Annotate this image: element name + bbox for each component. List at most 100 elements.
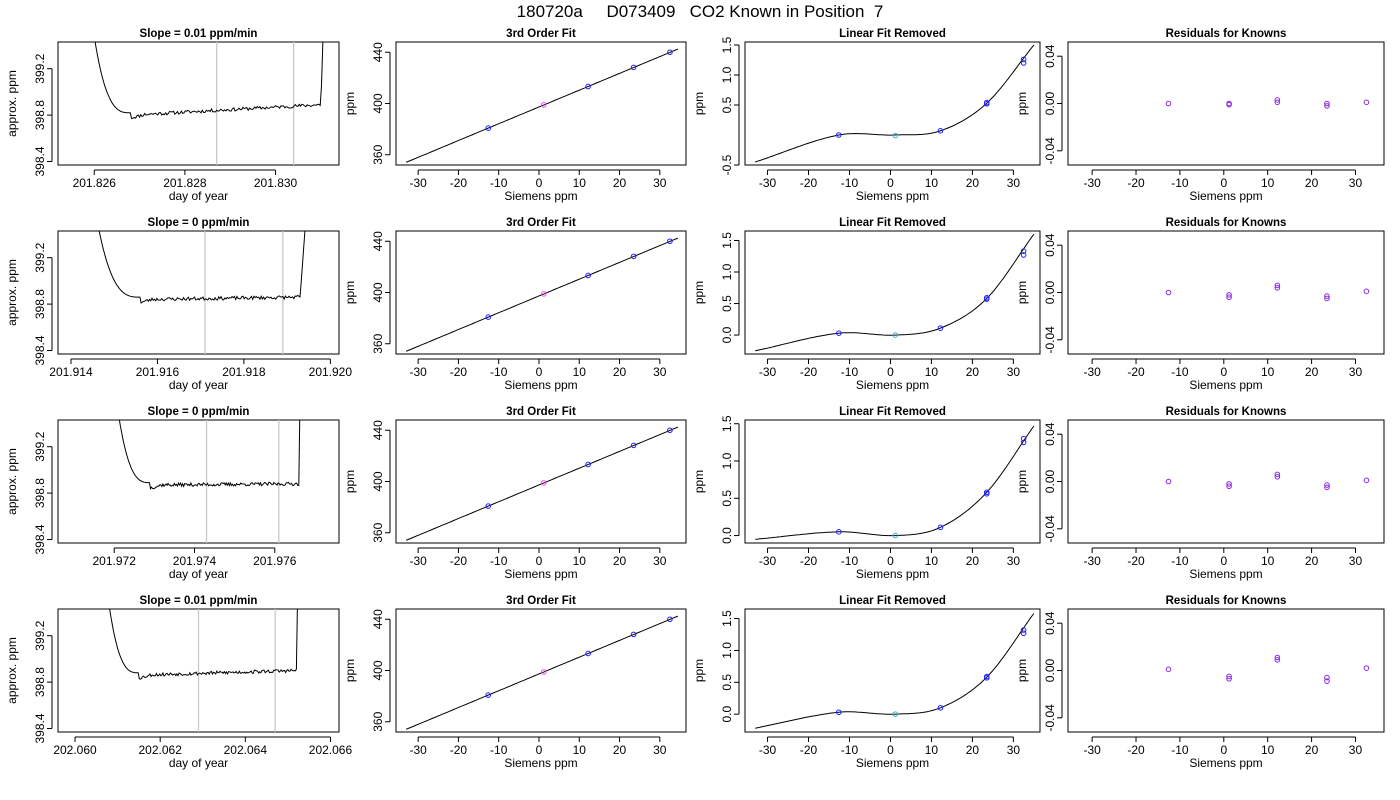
x-tick-label: 10 (573, 554, 587, 568)
concentration-trace (118, 420, 301, 491)
x-axis-label: day of year (169, 567, 228, 581)
y-tick-label: 0.04 (1043, 422, 1057, 446)
residual-point (1226, 481, 1232, 487)
chart-title: 3rd Order Fit (506, 28, 576, 40)
y-tick-label: 0.5 (720, 295, 734, 312)
known-point (1020, 435, 1027, 442)
y-axis-label: approx. ppm (5, 637, 19, 704)
known-point (630, 253, 637, 260)
chart-panel: Linear Fit Removed -30 -20 -10 0 10 20 30 Siemen… (692, 28, 1041, 203)
x-tick-label: 202.062 (138, 743, 182, 757)
x-axis-label: Siemens ppm (504, 189, 577, 203)
known-point (836, 529, 842, 535)
residual-point (1226, 294, 1232, 301)
x-tick-label: 10 (925, 743, 939, 757)
x-tick-label: 201.974 (173, 554, 217, 568)
x-tick-label: -10 (1171, 365, 1189, 379)
plot-area (1165, 282, 1370, 302)
known-point (667, 238, 673, 245)
known-point (937, 128, 944, 134)
y-tick-label: 360 (371, 144, 385, 164)
x-tick-label: 30 (1007, 743, 1021, 757)
y-tick-label: 398.4 (33, 335, 47, 365)
chart-panel: Residuals for Knowns -30 -20 -10 0 10 20 30 Siem… (1015, 406, 1385, 581)
concentration-trace (94, 42, 324, 120)
plot-frame (395, 230, 687, 355)
x-tick-label: 201.916 (136, 365, 180, 379)
reference-point (892, 532, 899, 539)
x-tick-label: -20 (450, 176, 468, 190)
x-tick-label: -10 (490, 176, 508, 190)
x-tick-label: 30 (653, 365, 667, 379)
chart-panel: 3rd Order Fit -30 -20 -10 0 10 20 30 Siemens ppm… (343, 595, 687, 770)
x-tick-label: -30 (759, 176, 777, 190)
y-axis-label: ppm (692, 659, 706, 682)
y-axis-label: ppm (692, 281, 706, 304)
y-tick-label: 0.00 (1043, 469, 1057, 493)
known-point (630, 64, 637, 71)
y-tick-label: 440 (371, 420, 385, 440)
y-tick-label: 440 (371, 609, 385, 629)
x-tick-label: -30 (759, 743, 777, 757)
known-point (983, 489, 990, 496)
x-tick-label: -30 (1083, 743, 1101, 757)
x-tick-label: -10 (490, 554, 508, 568)
x-tick-label: 201.826 (73, 176, 117, 190)
y-tick-label: 0.5 (720, 490, 734, 507)
y-tick-label: -0.04 (1043, 326, 1057, 354)
x-tick-label: -20 (1127, 554, 1145, 568)
reference-point (541, 669, 547, 675)
x-tick-label: 0 (887, 743, 894, 757)
x-tick-label: -30 (409, 743, 427, 757)
y-tick-label: 398.4 (33, 713, 47, 743)
y-tick-label: 399.2 (33, 242, 47, 272)
x-tick-label: 10 (925, 554, 939, 568)
y-tick-label: 1.5 (720, 232, 734, 249)
known-point (585, 461, 591, 468)
reference-point (541, 291, 547, 297)
chart-panel: Residuals for Knowns -30 -20 -10 0 10 20 30 Siem… (1015, 28, 1385, 203)
x-tick-label: 0 (887, 176, 894, 190)
residual-point (1274, 282, 1281, 289)
y-tick-label: 399.2 (33, 53, 47, 83)
residual-point (1165, 666, 1172, 673)
x-tick-label: -20 (800, 365, 818, 379)
x-tick-label: 201.972 (93, 554, 137, 568)
y-tick-label: 398.8 (33, 667, 47, 697)
y-tick-label: 360 (371, 333, 385, 353)
y-tick-label: 0.00 (1043, 280, 1057, 304)
plot-area (755, 613, 1035, 729)
x-tick-label: -20 (450, 554, 468, 568)
known-point (585, 272, 591, 279)
plot-area (109, 609, 298, 732)
chart-title: Linear Fit Removed (839, 217, 946, 229)
chart-title: 3rd Order Fit (506, 217, 576, 229)
plot-frame (1067, 608, 1385, 733)
x-tick-label: 0 (887, 554, 894, 568)
residual-point (1324, 293, 1330, 299)
residual-point (1226, 673, 1232, 680)
x-axis-label: Siemens ppm (1189, 189, 1262, 203)
chart-panel: Slope = 0.01 ppm/min 201.826 201.828 201.83… (5, 28, 340, 203)
chart-panel: Linear Fit Removed -30 -20 -10 0 10 20 30 Siemen… (692, 595, 1041, 770)
x-tick-label: -20 (1127, 176, 1145, 190)
x-tick-label: 0 (536, 743, 543, 757)
y-tick-label: 360 (371, 522, 385, 542)
chart-panel: Slope = 0 ppm/min 201.972 201.974 201.976 da… (5, 406, 340, 581)
residual-point (1165, 289, 1172, 296)
plot-frame (1067, 230, 1385, 355)
x-tick-label: 0 (1220, 176, 1227, 190)
y-axis-label: ppm (343, 470, 357, 493)
x-tick-label: 0 (536, 176, 543, 190)
y-axis-label: ppm (343, 92, 357, 115)
fit-curve (755, 44, 1035, 163)
y-axis-label: ppm (692, 470, 706, 493)
y-axis-label: ppm (692, 92, 706, 115)
residual-point (1226, 292, 1232, 298)
chart-title: Slope = 0 ppm/min (148, 217, 250, 229)
known-point (983, 673, 990, 680)
x-tick-label: 0 (1220, 554, 1227, 568)
x-tick-label: 30 (1007, 176, 1021, 190)
y-tick-label: 440 (371, 42, 385, 62)
